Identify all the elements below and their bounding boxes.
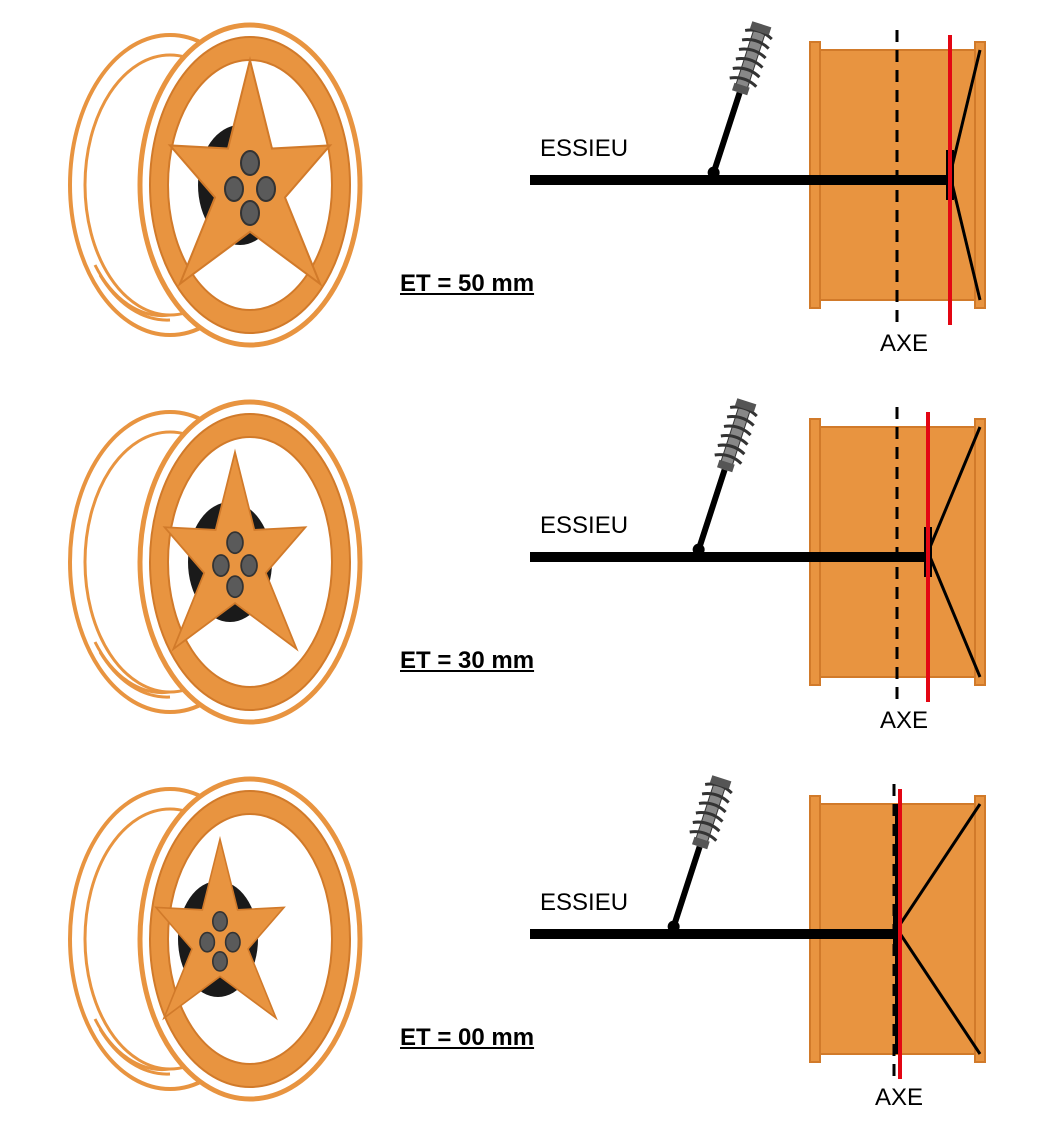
et-label-50: ET = 50 mm [400, 270, 534, 298]
cross-section-50 [530, 0, 1047, 360]
strut-icon [683, 397, 760, 560]
strut-icon [658, 774, 735, 937]
axe-label-50: AXE [880, 330, 928, 358]
et-label-30: ET = 30 mm [400, 647, 534, 675]
diagram-container: ET = 50 mm ESSIEU [0, 0, 1047, 1131]
wheel-3d-view-30 [50, 392, 390, 732]
axe-label-30: AXE [880, 707, 928, 735]
cross-section-30 [530, 377, 1047, 737]
strut-icon [698, 20, 775, 183]
axe-label-00: AXE [875, 1084, 923, 1112]
et-label-00: ET = 00 mm [400, 1024, 534, 1052]
cross-section-00 [530, 754, 1047, 1114]
wheel-3d-view-50 [50, 15, 390, 355]
wheel-3d-view-00 [50, 769, 390, 1109]
